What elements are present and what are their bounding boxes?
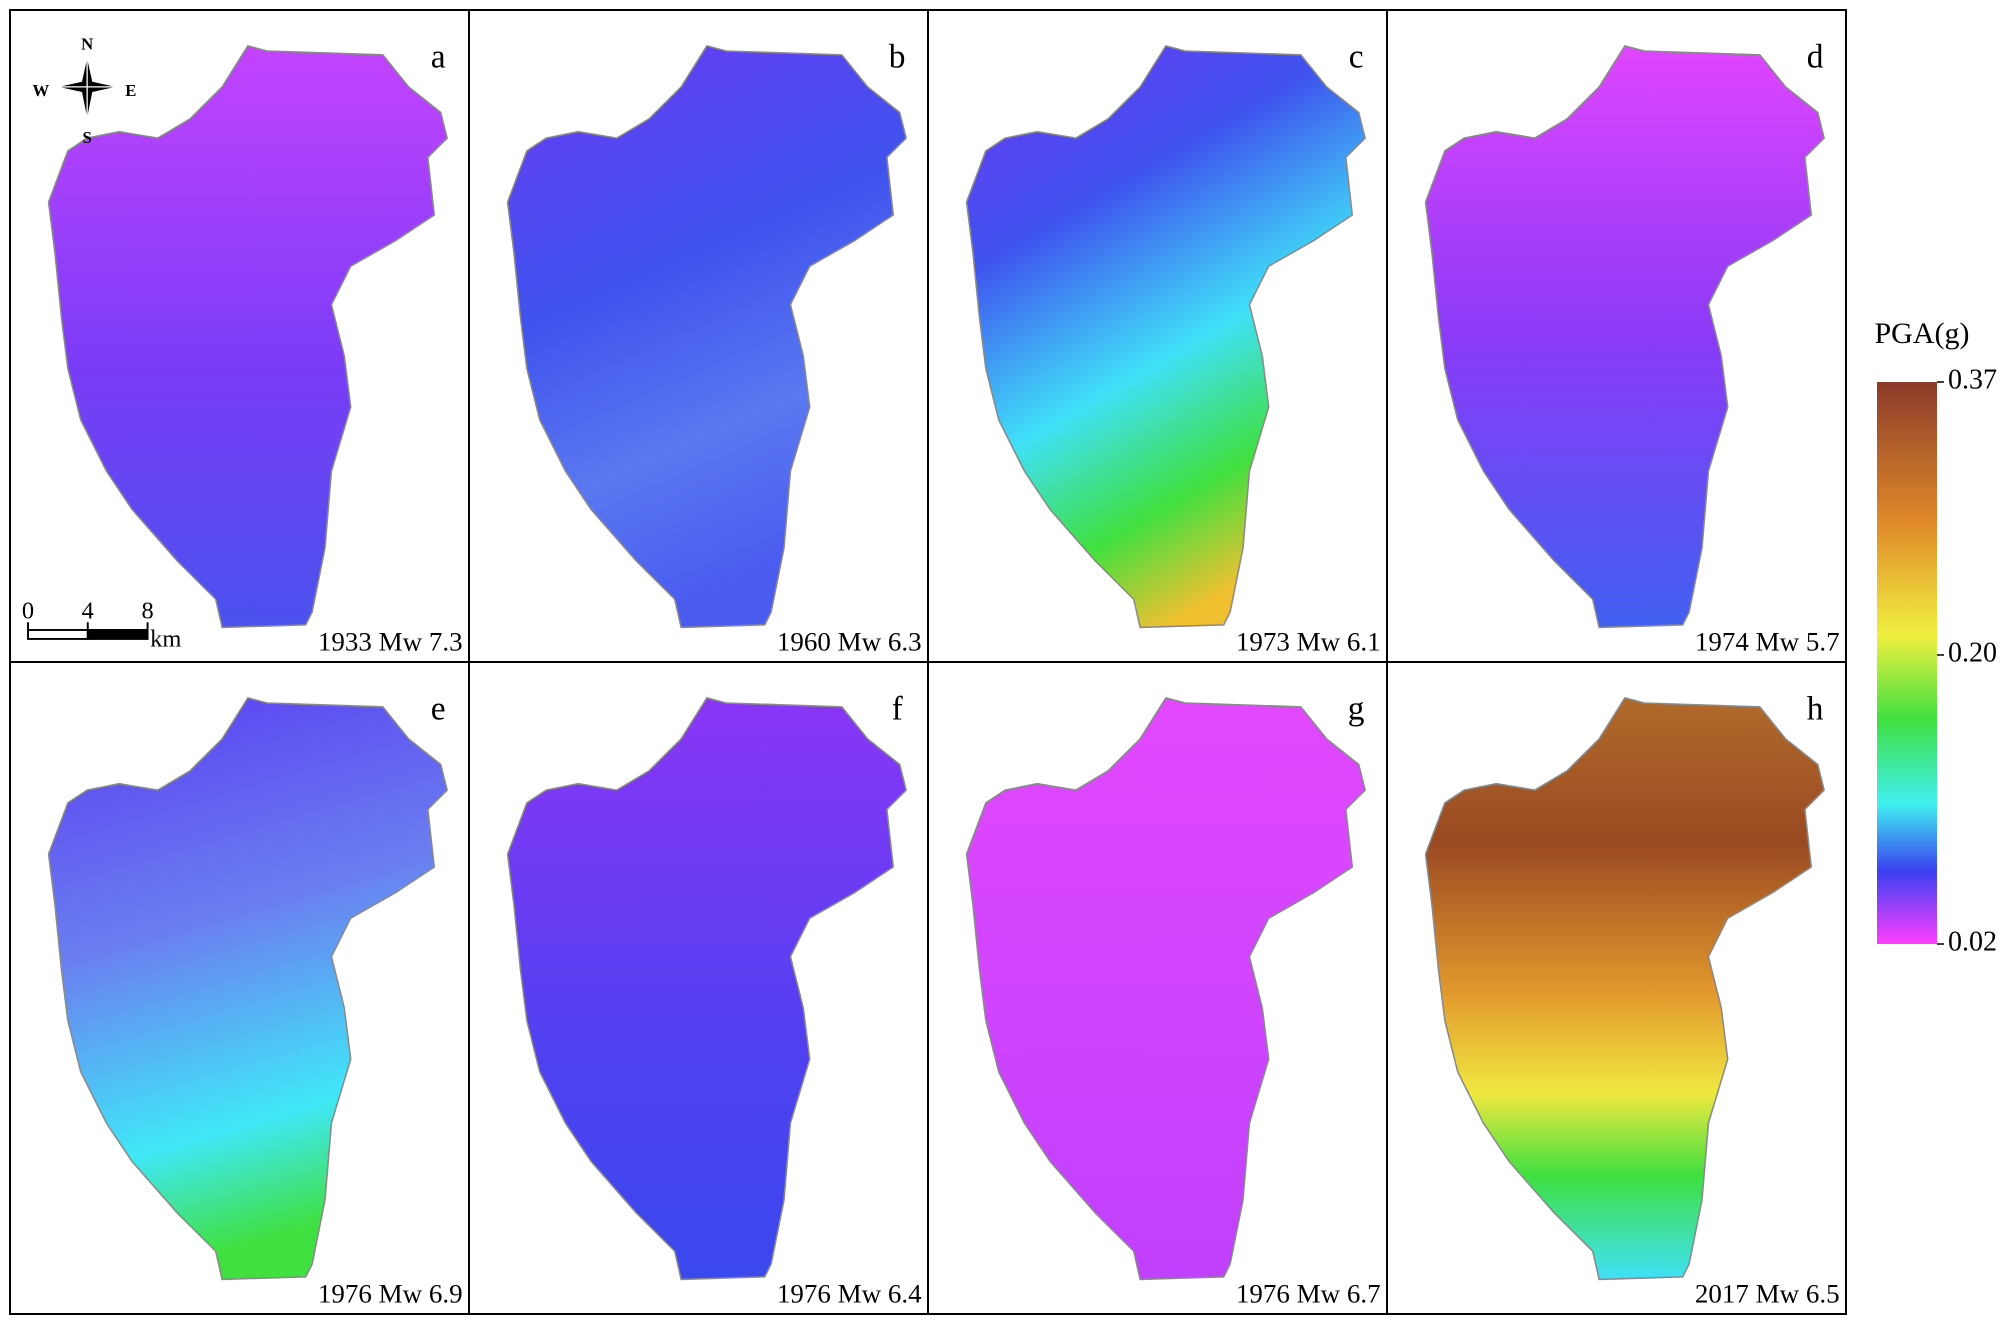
panel-letter: c [1349, 39, 1364, 76]
scale-label: 4 [82, 597, 94, 624]
panel-letter: a [431, 39, 446, 76]
basin-shape [965, 45, 1366, 629]
compass-label: E [125, 81, 136, 100]
basin-shape [1424, 45, 1825, 629]
panel-caption: 1976 Mw 6.9 [318, 1279, 463, 1309]
panel-map: g 1976 Mw 6.7 [965, 691, 1381, 1309]
panel-caption: 2017 Mw 6.5 [1695, 1279, 1840, 1309]
basin-shape [506, 45, 907, 629]
scale-label: 8 [141, 597, 153, 624]
panel-caption: 1976 Mw 6.7 [1236, 1279, 1381, 1309]
compass-inner [58, 58, 116, 118]
basin-shape [47, 697, 448, 1281]
legend-title: PGA(g) [1875, 317, 1970, 350]
legend-tick-label: 0.37 [1948, 364, 1997, 395]
panel-map: e 1976 Mw 6.9 [47, 691, 463, 1309]
panel-map: c 1973 Mw 6.1 [965, 39, 1381, 657]
panel-letter: b [889, 39, 906, 76]
panel-letter: d [1807, 39, 1824, 76]
panel-letter: g [1348, 691, 1365, 728]
compass-label: S [82, 128, 91, 147]
panel-caption: 1973 Mw 6.1 [1236, 627, 1381, 657]
panel-letter: h [1807, 691, 1824, 728]
panel-map: a 1933 Mw 7.3 N S W E 0 4 8km [22, 35, 463, 657]
basin-shape [965, 697, 1366, 1281]
scale-label: 0 [22, 597, 34, 624]
panel-caption: 1974 Mw 5.7 [1695, 627, 1840, 657]
panel-caption: 1933 Mw 7.3 [318, 627, 463, 657]
panel-border [1386, 661, 1847, 1315]
panel-caption: 1960 Mw 6.3 [777, 627, 922, 657]
basin-shape [47, 45, 448, 629]
panel-map: b 1960 Mw 6.3 [506, 39, 922, 657]
compass-label: W [33, 81, 50, 100]
legend: PGA(g) 0.37 0.20 0.02 [1875, 317, 1998, 957]
panel-letter: e [431, 691, 446, 728]
panel-caption: 1976 Mw 6.4 [777, 1279, 922, 1309]
panels: a 1933 Mw 7.3 N S W E 0 4 8km b 1960 Mw 6.3 c 1973 M… [9, 9, 1847, 1315]
scale-unit: km [150, 626, 181, 653]
scale-bar-black [86, 629, 149, 640]
legend-tick-label: 0.02 [1948, 926, 1997, 957]
panel-map: f 1976 Mw 6.4 [506, 691, 922, 1309]
compass-label: N [81, 35, 93, 54]
basin-shape [506, 697, 907, 1281]
panel-map: d 1974 Mw 5.7 [1424, 39, 1840, 657]
color-bar [1877, 382, 1937, 944]
legend-tick-label: 0.20 [1948, 637, 1997, 668]
scale-bar-white [27, 629, 89, 640]
panel-map: h 2017 Mw 6.5 [1424, 691, 1840, 1309]
panel-letter: f [892, 691, 904, 728]
basin-shape [1424, 697, 1825, 1281]
